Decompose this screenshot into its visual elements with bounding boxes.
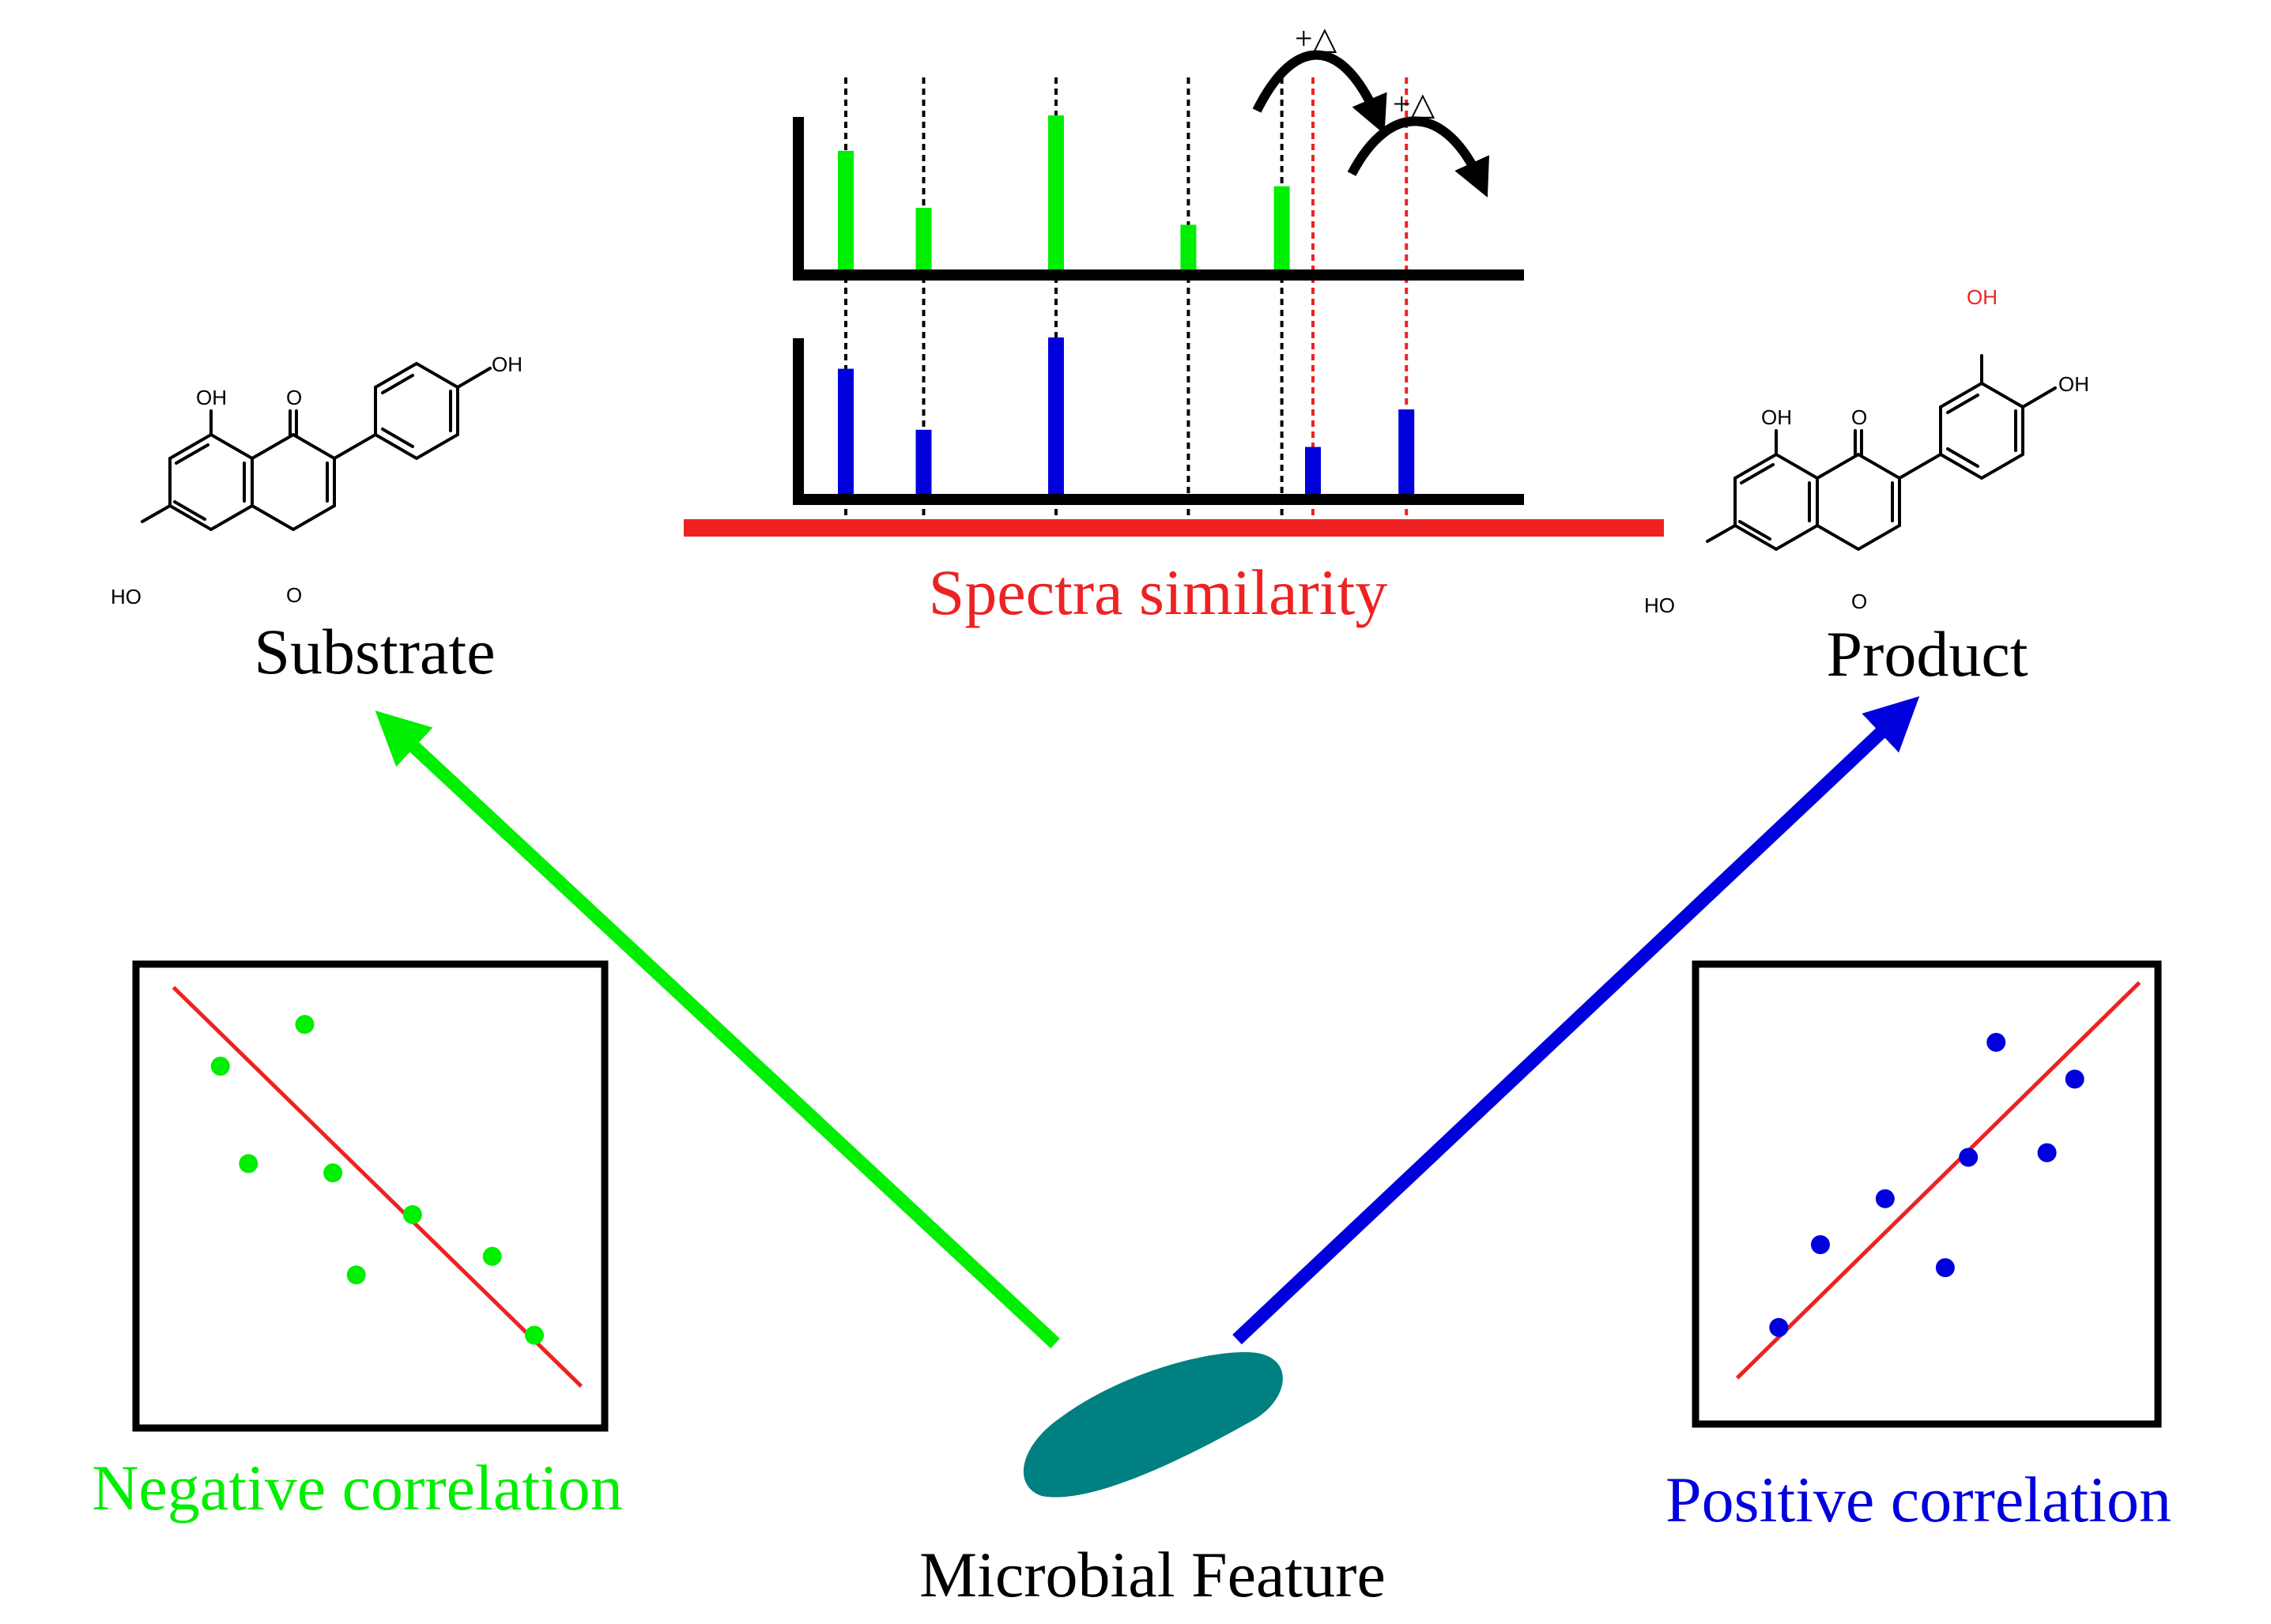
product-oh-new: OH: [1967, 285, 1997, 309]
substrate-oh-right: OH: [492, 352, 522, 376]
product-ho-left: HO: [1644, 593, 1675, 617]
positive-point-6: [1810, 1235, 1830, 1255]
product-spectrum-peaks: [838, 337, 1415, 494]
positive-point-7: [1935, 1258, 1955, 1278]
negative-point-7: [346, 1265, 366, 1285]
substrate-label: Substrate: [254, 616, 495, 688]
positive-trend-line: [1735, 981, 2141, 1380]
substrate-peak-2: [915, 208, 932, 269]
negative-correlation-label: Negative correlation: [92, 1452, 623, 1524]
product-peak-4: [1305, 447, 1321, 494]
negative-correlation-plot: [132, 960, 609, 1432]
delta-shift-label-1: +△: [1295, 21, 1337, 56]
positive-point-2: [2065, 1069, 2084, 1089]
delta-shift-label-2: +△: [1393, 86, 1435, 122]
product-label: Product: [1826, 618, 2028, 690]
product-peak-5: [1398, 409, 1415, 494]
positive-point-8: [1769, 1317, 1789, 1337]
product-peak-2: [915, 429, 932, 494]
substrate-ho-left: HO: [111, 585, 141, 609]
negative-point-1: [210, 1057, 230, 1076]
substrate-peak-3: [1047, 115, 1064, 269]
negative-point-2: [295, 1015, 315, 1034]
shift-arrow-2: [1347, 116, 1489, 198]
microbial-feature-label: Microbial Feature: [919, 1539, 1386, 1611]
negative-trend-line: [172, 985, 583, 1388]
substrate-ring-o: O: [286, 583, 302, 607]
negative-point-6: [482, 1246, 502, 1266]
positive-point-5: [1875, 1189, 1895, 1208]
product-spectrum-axis: [793, 338, 1524, 505]
shift-arrow-1: [1252, 50, 1387, 135]
positive-correlation-plot: [1692, 960, 2162, 1428]
spectra-similarity-bar: [684, 519, 1664, 537]
spectra-panel: +△ +△ Spectra similarity: [684, 21, 1664, 628]
positive-correlation-label: Positive correlation: [1666, 1464, 2171, 1535]
positive-point-1: [1986, 1032, 2006, 1052]
blue-arrow-to-product: [1232, 696, 1920, 1345]
substrate-oh-top: OH: [196, 386, 227, 409]
substrate-peak-1: [838, 150, 854, 269]
negative-point-5: [402, 1204, 422, 1224]
product-peak-1: [838, 368, 854, 494]
substrate-spectrum-peaks: [838, 115, 1290, 269]
positive-point-3: [1959, 1147, 1979, 1167]
substrate-peak-4: [1180, 224, 1197, 269]
product-ring-o: O: [1851, 590, 1867, 613]
product-oh-top: OH: [1761, 405, 1792, 429]
product-ketone-o: O: [1851, 405, 1867, 429]
microbe-icon: [1023, 1352, 1283, 1498]
positive-plot-frame: [1692, 960, 2162, 1428]
negative-plot-frame: [132, 960, 609, 1432]
positive-point-4: [2037, 1143, 2057, 1162]
substrate-peak-5: [1273, 186, 1290, 269]
product-peak-3: [1047, 337, 1064, 494]
negative-point-3: [239, 1154, 258, 1174]
negative-point-4: [323, 1163, 343, 1183]
substrate-spectrum-axis: [793, 117, 1524, 281]
negative-point-8: [525, 1325, 545, 1345]
green-arrow-to-substrate: [375, 710, 1060, 1349]
product-oh-right: OH: [2058, 372, 2089, 396]
spectra-similarity-label: Spectra similarity: [929, 556, 1388, 628]
substrate-structure: OH O OH HO O: [111, 352, 522, 609]
substrate-ketone-o: O: [286, 386, 302, 409]
product-structure: OH O OH OH HO O: [1644, 285, 2089, 617]
